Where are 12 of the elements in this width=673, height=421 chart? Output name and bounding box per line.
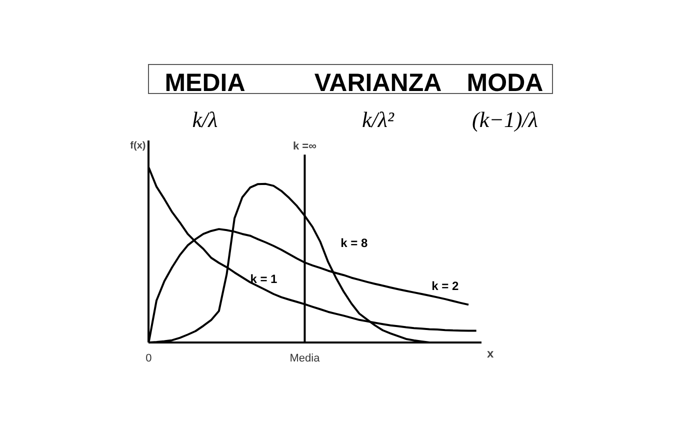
- x-tick-label: Media: [290, 352, 321, 364]
- text: (k−1)/λ: [471, 106, 539, 134]
- y-axis-title: f(x): [130, 140, 146, 152]
- series-label: k = 2: [432, 279, 459, 294]
- ref-line-label: k =∞: [293, 140, 317, 153]
- x-axis-title: x: [487, 346, 494, 360]
- x-tick-label: 0: [146, 352, 152, 364]
- text: k/λ²: [360, 106, 396, 134]
- chart-title: MEDIA VARIANZA MODA: [164, 69, 544, 97]
- series-label: k = 8: [340, 236, 368, 250]
- text: k/λ: [191, 106, 219, 134]
- series-label: k = 1: [250, 272, 278, 286]
